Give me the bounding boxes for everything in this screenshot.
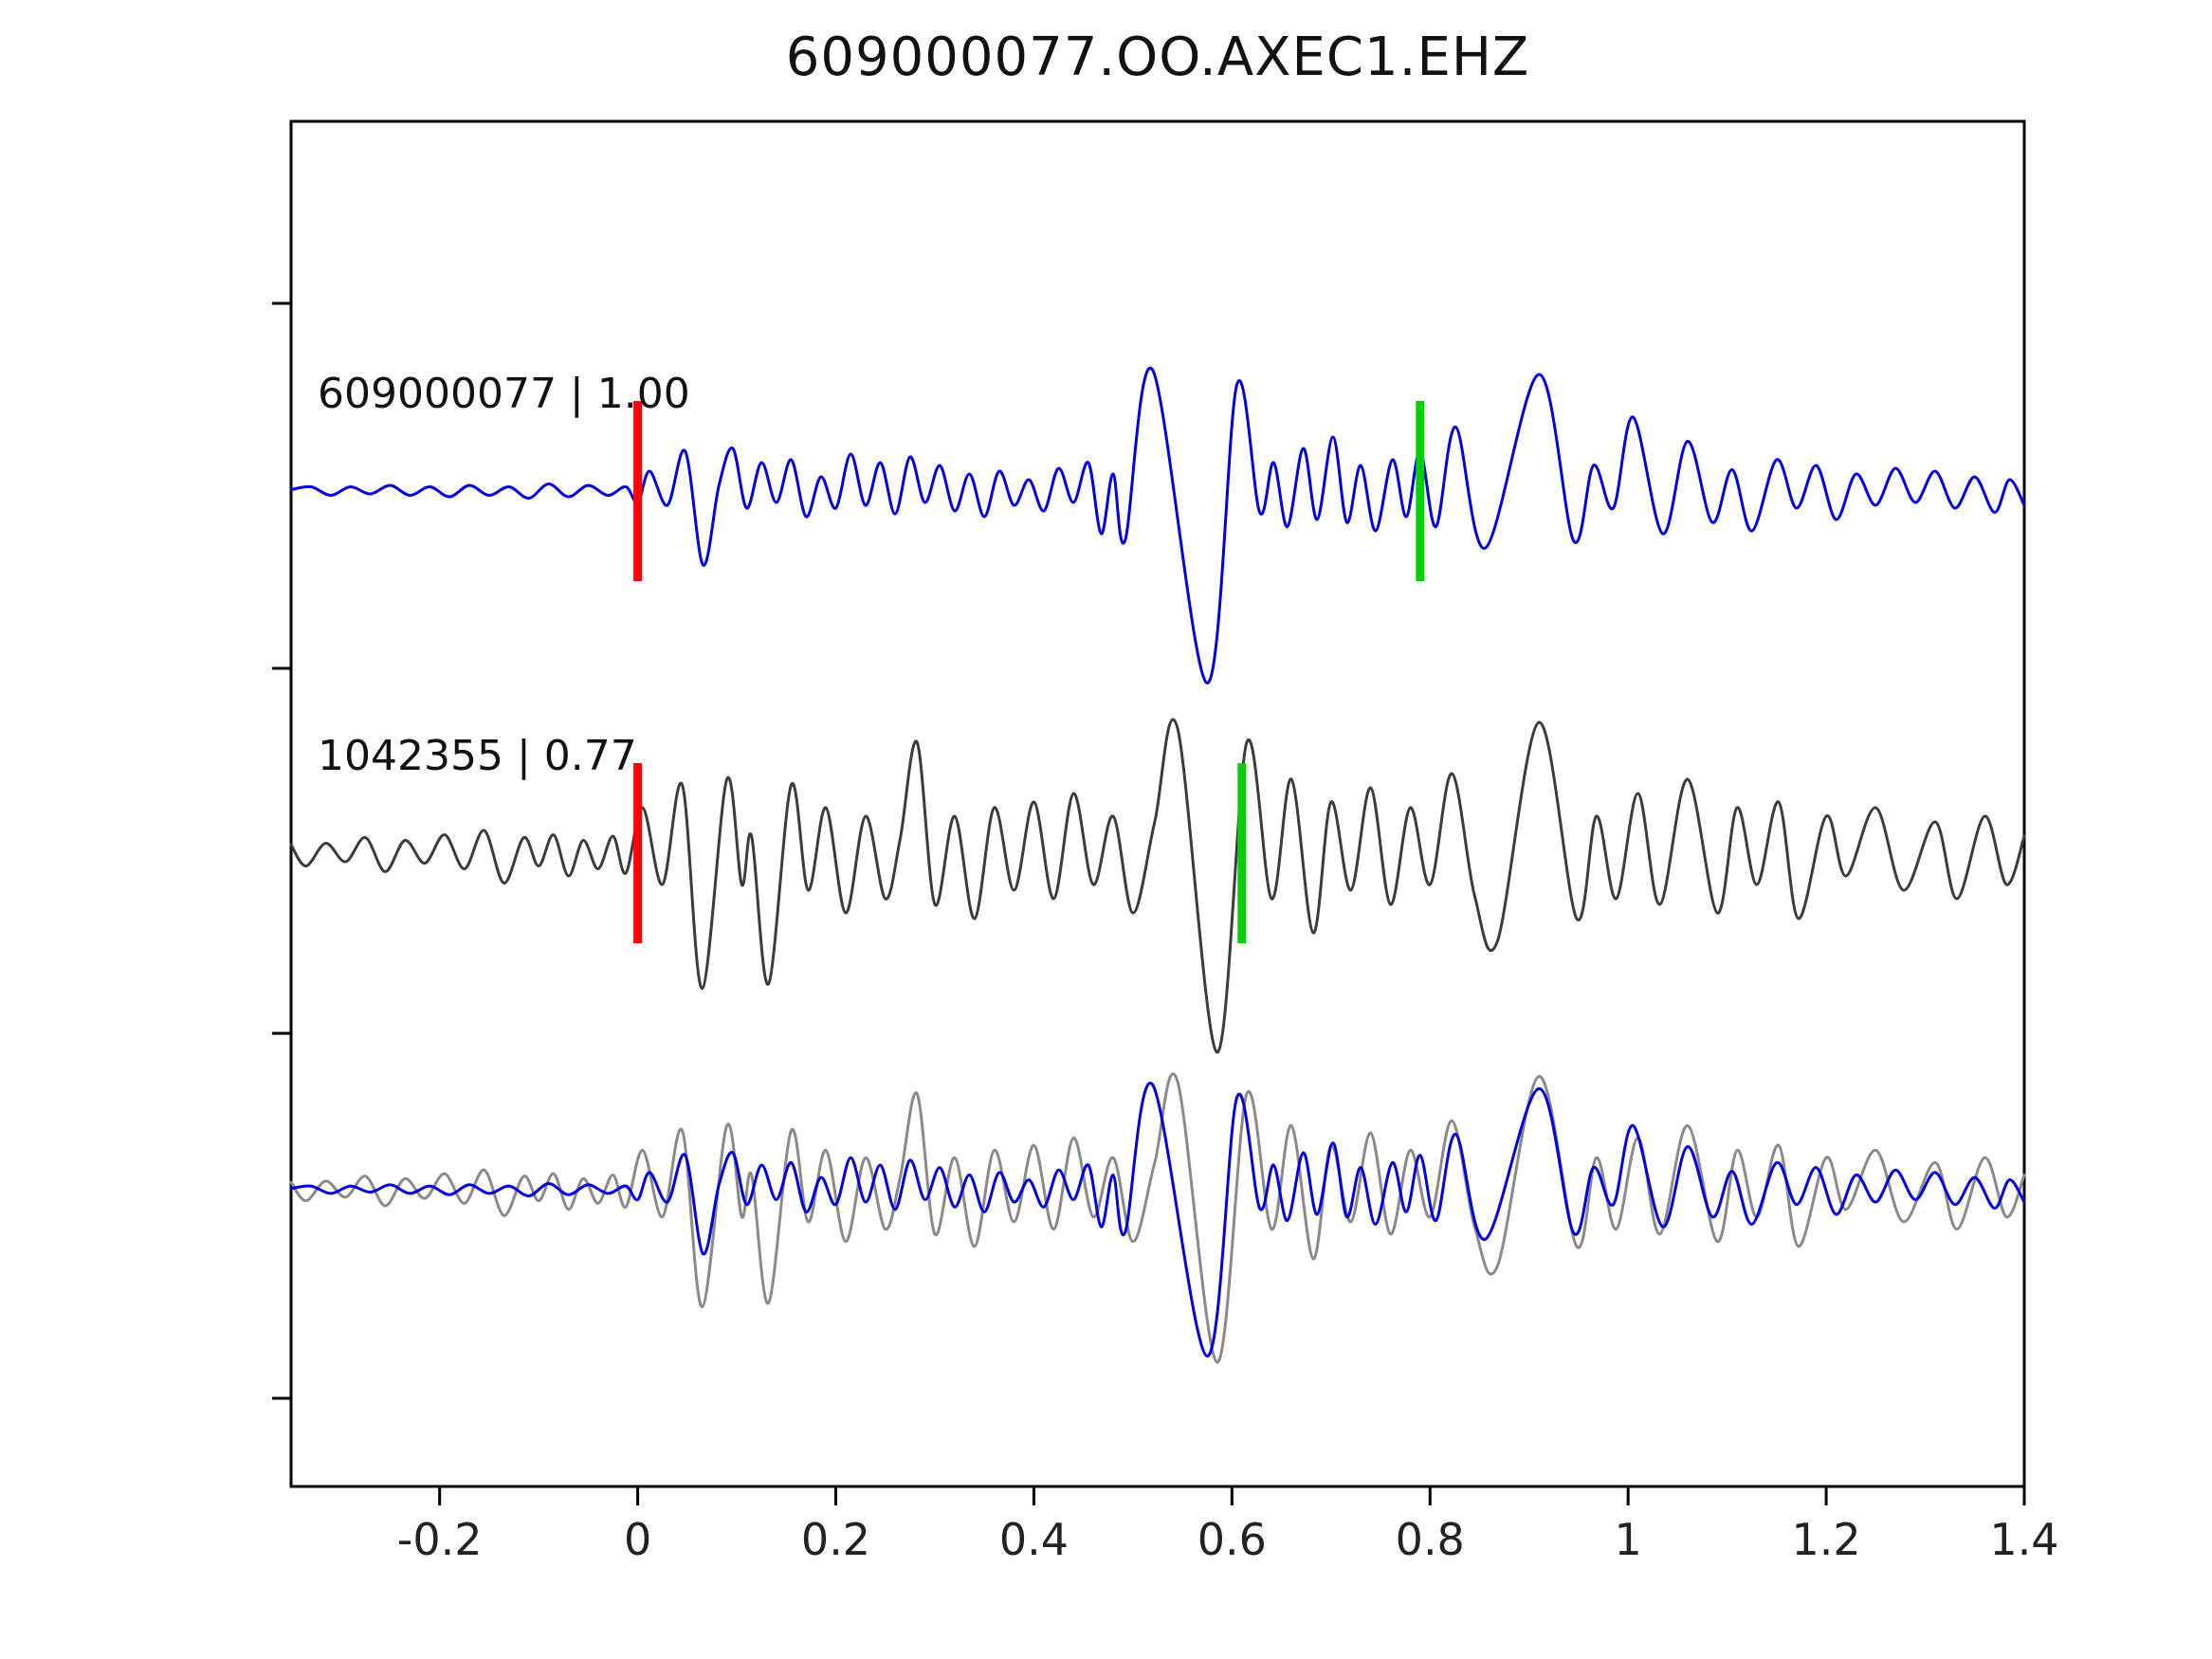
x-tick-label: 1.4 <box>1989 1514 2058 1565</box>
trace-609000077-label: 609000077 | 1.00 <box>318 370 690 418</box>
x-tick-label: 0.4 <box>999 1514 1069 1565</box>
overlay-trace-1042355-waveform <box>289 1072 2026 1364</box>
x-tick-label: 0.8 <box>1396 1514 1465 1565</box>
overlay-trace-609000077-waveform <box>289 1082 2026 1358</box>
plot-border <box>289 119 2026 1488</box>
trace-1042355-waveform <box>289 718 2026 1054</box>
chart-title: 609000077.OO.AXEC1.EHZ <box>785 27 1530 88</box>
x-tick-label: 0.2 <box>801 1514 870 1565</box>
trace-1042355-label: 1042355 | 0.77 <box>318 732 637 780</box>
x-tick-label: 0.6 <box>1197 1514 1267 1565</box>
x-tick-label: 1 <box>1615 1514 1642 1565</box>
x-tick-label: 0 <box>624 1514 651 1565</box>
x-tick-label: -0.2 <box>397 1514 483 1565</box>
trace-609000077-waveform <box>289 366 2026 685</box>
x-tick-label: 1.2 <box>1792 1514 1861 1565</box>
